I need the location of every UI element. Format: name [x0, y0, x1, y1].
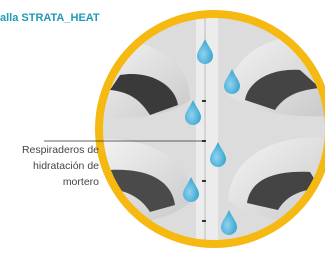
side-label: mortero	[63, 176, 99, 188]
side-label: hidratación de	[33, 160, 99, 172]
top-label: alla STRATA_HEAT	[0, 12, 100, 24]
side-label: Respiraderos de	[22, 144, 99, 156]
diagram: alla STRATA_HEAT Respiraderos de hidrata…	[0, 0, 325, 255]
